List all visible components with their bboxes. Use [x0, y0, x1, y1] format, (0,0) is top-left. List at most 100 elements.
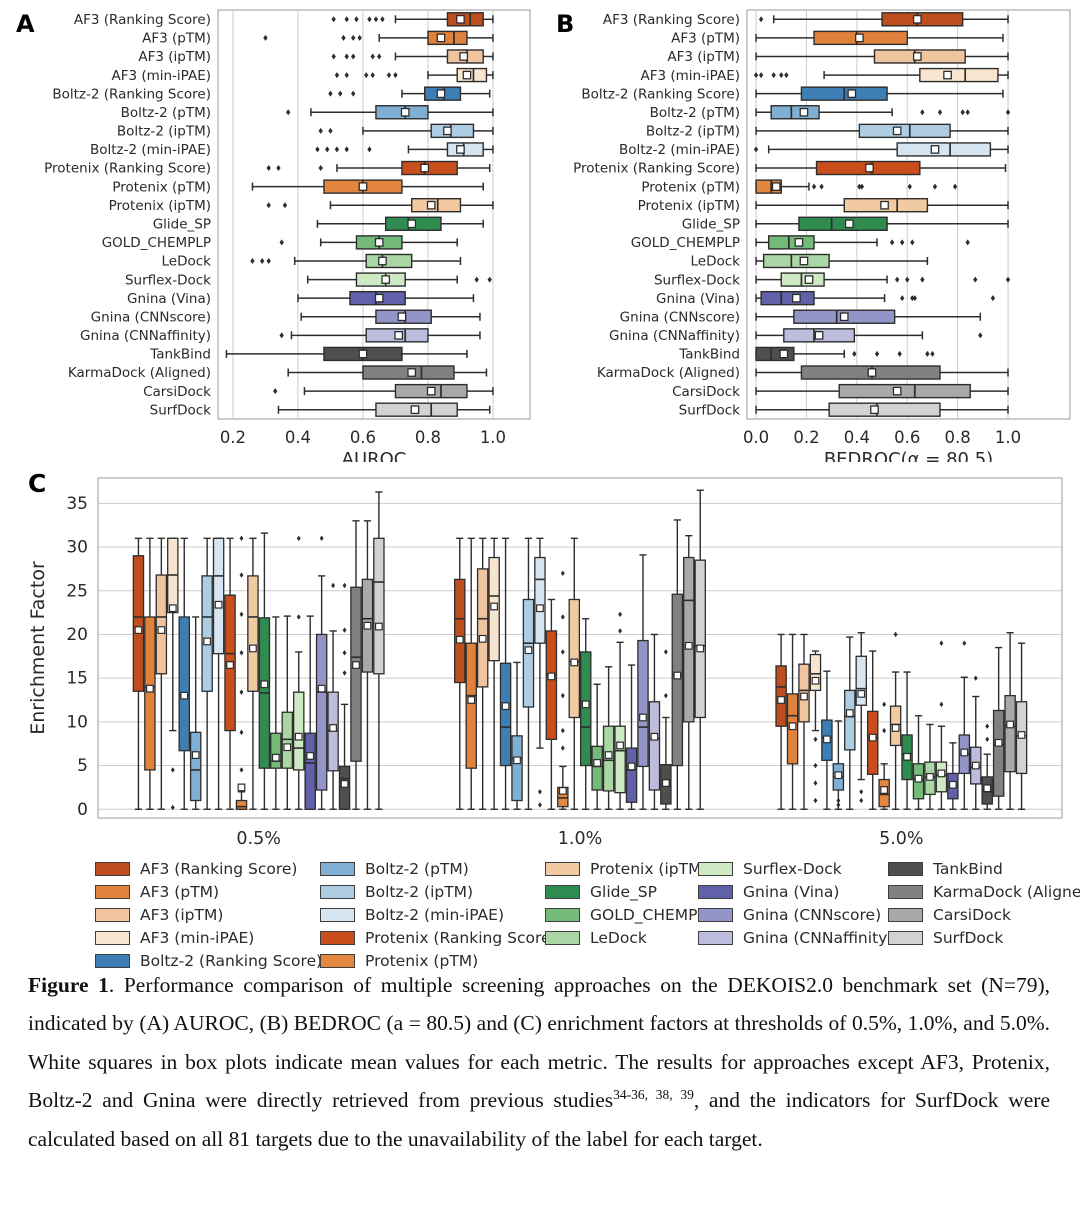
legend-item: Gnina (CNNaffinity)	[698, 929, 894, 947]
category-label: KarmaDock (Aligned)	[597, 365, 740, 381]
legend-label: Protenix (Ranking Score)	[365, 929, 557, 947]
boxplot-TankBind	[755, 346, 935, 362]
category-label: TankBind	[678, 347, 740, 363]
category-label: Protenix (pTM)	[641, 179, 740, 195]
boxplot-5.0%-TankBind	[981, 723, 993, 810]
mean-marker	[283, 743, 292, 752]
mean-marker	[799, 107, 809, 117]
mean-marker	[777, 696, 786, 704]
boxplot-0.5%-Gnina (Vina)	[304, 615, 316, 810]
mean-marker	[865, 163, 874, 173]
legend-label: TankBind	[933, 860, 1003, 878]
outlier-marker	[318, 165, 323, 172]
outlier-marker	[341, 34, 346, 41]
outlier-marker	[344, 72, 349, 79]
boxplot-5.0%-AF3 (ipTM)	[798, 633, 810, 810]
boxplot-1.0%-Glide_SP	[579, 618, 592, 810]
outlier-marker	[331, 16, 336, 23]
boxplot-Protenix (Ranking Score)	[266, 160, 491, 176]
mean-marker	[926, 773, 934, 781]
outlier-marker	[328, 127, 333, 134]
outlier-marker	[328, 90, 333, 97]
outlier-marker	[758, 16, 764, 23]
boxplot-1.0%-Boltz-2 (ipTM)	[522, 537, 535, 810]
mean-marker	[684, 641, 693, 650]
category-label: Gnina (Vina)	[656, 291, 740, 307]
panels-a-b: AF3 (Ranking Score) AF3 (pTM) AF3 (ipTM) AF…	[0, 0, 1080, 462]
mean-marker	[374, 293, 384, 303]
x-tick-label: 0.2	[220, 428, 246, 447]
mean-marker	[570, 658, 579, 667]
legend-label: AF3 (pTM)	[140, 883, 220, 901]
boxplot-Gnina (Vina)	[297, 290, 475, 306]
outlier-marker	[273, 388, 278, 395]
legend-item: AF3 (min-iPAE)	[95, 929, 322, 947]
legend-item: Protenix (Ranking Score)	[320, 929, 557, 947]
mean-marker	[513, 756, 521, 765]
outlier-marker	[276, 165, 281, 172]
mean-marker	[880, 200, 889, 210]
legend-column: AF3 (Ranking Score) AF3 (pTM) AF3 (ipTM) AF…	[95, 860, 322, 977]
mean-marker	[443, 126, 452, 136]
outlier-marker	[985, 723, 990, 729]
legend-label: AF3 (ipTM)	[140, 906, 224, 924]
outlier-marker	[852, 350, 857, 357]
outlier-marker	[905, 276, 910, 283]
boxplot-Surflex-Dock	[306, 272, 492, 287]
legend-label: AF3 (Ranking Score)	[140, 860, 298, 878]
x-tick-label: 0.6	[350, 428, 376, 447]
legend-label: Gnina (CNNaffinity)	[743, 929, 894, 947]
mean-marker	[892, 126, 902, 136]
mean-marker	[867, 368, 877, 377]
mean-marker	[501, 702, 510, 711]
boxplot-0.5%-KarmaDock (Aligned)	[350, 520, 362, 810]
legend-item: AF3 (ipTM)	[95, 906, 322, 924]
category-label: SurfDock	[150, 402, 212, 418]
mean-marker	[799, 256, 809, 266]
boxplot-0.5%-Protenix (Ranking Score)	[224, 537, 236, 810]
category-label: AF3 (Ranking Score)	[603, 12, 740, 28]
outlier-marker	[263, 34, 268, 41]
boxplot-Boltz-2 (ipTM)	[755, 123, 1009, 139]
mean-marker	[971, 761, 980, 770]
boxplot-1.0%-Gnina (CNNaffinity)	[648, 633, 661, 810]
mean-marker	[771, 182, 781, 191]
boxplot-Protenix (pTM)	[251, 179, 484, 194]
boxplot-0.5%-Surflex-Dock	[292, 535, 305, 810]
outlier-marker	[351, 90, 356, 97]
outlier-marker	[487, 276, 492, 283]
boxplot-1.0%-Surflex-Dock	[614, 611, 626, 810]
mean-marker	[604, 751, 613, 759]
legend-item: Boltz-2 (min-iPAE)	[320, 906, 557, 924]
mean-marker	[374, 238, 384, 247]
boxplot-0.5%-AF3 (ipTM)	[155, 537, 168, 810]
outlier-marker	[920, 109, 925, 116]
legend-swatch-icon	[698, 862, 733, 876]
x-tick-label: 0.8	[945, 428, 971, 447]
outlier-marker	[370, 53, 375, 60]
outlier-marker	[334, 72, 340, 79]
outlier-marker	[367, 146, 372, 153]
legend-item: AF3 (pTM)	[95, 883, 322, 901]
x-tick-label: 1.0	[995, 428, 1021, 447]
boxplot-SurfDock	[277, 402, 491, 417]
mean-marker	[994, 738, 1003, 747]
boxplot-AF3 (pTM)	[263, 30, 494, 46]
legend-swatch-icon	[320, 954, 355, 968]
legend-item: Protenix (pTM)	[320, 952, 557, 970]
legend-swatch-icon	[320, 885, 355, 899]
outlier-marker	[331, 582, 336, 589]
mean-marker	[558, 787, 567, 795]
mean-marker	[426, 386, 436, 396]
category-label: AF3 (min-iPAE)	[111, 68, 211, 84]
category-label: Gnina (Vina)	[127, 291, 211, 307]
legend-label: Glide_SP	[590, 883, 657, 901]
mean-marker	[855, 33, 864, 43]
outlier-marker	[753, 72, 759, 79]
outlier-marker	[344, 146, 349, 153]
category-label: Protenix (Ranking Score)	[573, 161, 740, 177]
outlier-marker	[170, 804, 175, 811]
boxplot-AF3 (Ranking Score)	[758, 12, 1009, 27]
boxplot-5.0%-Surflex-Dock	[935, 640, 948, 810]
mean-marker	[779, 349, 789, 359]
